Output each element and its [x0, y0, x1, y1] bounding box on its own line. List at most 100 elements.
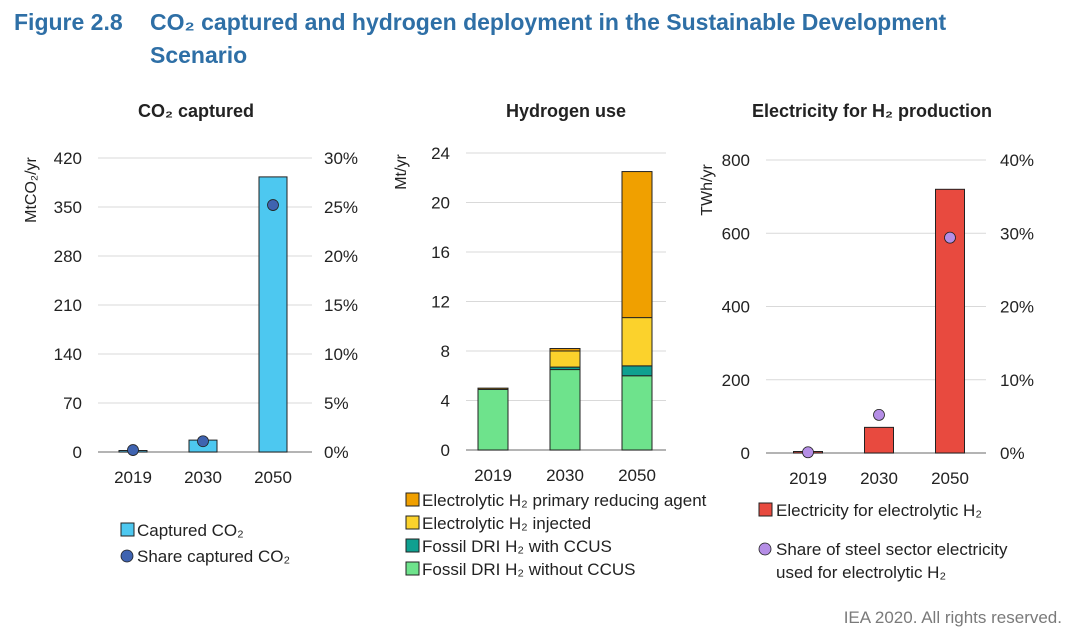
- y2-tick-0: 0%: [324, 443, 349, 462]
- y2-tick-30: 30%: [1000, 224, 1034, 243]
- x-ticks-co2: 2019 2030 2050: [114, 468, 292, 487]
- y-tick-400: 400: [722, 298, 750, 317]
- x-ticks-electricity: 2019 2030 2050: [789, 469, 969, 488]
- legend-label-primary: Electrolytic H₂ primary reducing agent: [422, 491, 707, 510]
- y-tick-0: 0: [441, 441, 450, 460]
- legend-swatch-electricity: [758, 502, 773, 517]
- panel-title-co2: CO₂ captured: [138, 101, 254, 121]
- y-tick-0: 0: [741, 444, 750, 463]
- marker-share-captured-co-2050: [267, 199, 279, 211]
- legend-swatch-primary: [405, 492, 420, 507]
- y2-ticks-co2: 0% 5% 10% 15% 20% 25% 30%: [324, 149, 358, 462]
- y2-tick-10: 10%: [324, 345, 358, 364]
- y-tick-600: 600: [722, 224, 750, 243]
- x-tick-2030: 2030: [184, 468, 222, 487]
- legend-label-electricity: Electricity for electrolytic H₂: [776, 501, 982, 520]
- y-tick-16: 16: [431, 243, 450, 262]
- x-tick-2050: 2050: [254, 468, 292, 487]
- credit-text: IEA 2020. All rights reserved.: [843, 608, 1062, 627]
- bar-electrolytic-h-primary-reducing-agent-2019: [477, 387, 509, 390]
- bar-electrolytic-h-primary-reducing-agent-2050: [621, 171, 653, 319]
- legend-swatch-no-ccus: [405, 561, 420, 576]
- y-axis-label-hydrogen: Mt/yr: [393, 154, 410, 190]
- marker-share-captured-co-2030: [197, 435, 209, 448]
- y-tick-140: 140: [54, 345, 82, 364]
- figure-title-line2: Scenario: [150, 42, 248, 68]
- x-tick-2050: 2050: [618, 466, 656, 485]
- y-tick-24: 24: [431, 144, 450, 163]
- marker-share-of-steel-sector-electricity-used-for-electrolytic-h-2050: [944, 231, 956, 244]
- bar-fossil-dri-h-without-ccus-2030: [549, 369, 581, 451]
- y2-tick-25: 25%: [324, 198, 358, 217]
- y2-tick-30: 30%: [324, 149, 358, 168]
- panel-co2-captured: CO₂ captured MtCO₂/yr 0 70 140 210 280 350 420…: [23, 101, 358, 566]
- markers-co2: [127, 199, 279, 456]
- y-tick-280: 280: [54, 247, 82, 266]
- legend-label-ccus: Fossil DRI H₂ with CCUS: [422, 537, 612, 556]
- figure-title: Figure 2.8 CO₂ captured and hydrogen depl…: [14, 6, 946, 72]
- marker-share-of-steel-sector-electricity-used-for-electrolytic-h-2030: [873, 409, 885, 421]
- legend-electricity: Electricity for electrolytic H₂ Share of…: [758, 501, 1012, 582]
- markers-electricity: [802, 231, 956, 459]
- x-tick-2030: 2030: [860, 469, 898, 488]
- y-tick-0: 0: [73, 443, 82, 462]
- bars-hydrogen: [477, 171, 653, 451]
- y-tick-70: 70: [63, 394, 82, 413]
- y2-tick-0: 0%: [1000, 444, 1025, 463]
- panel-electricity: Electricity for H₂ production TWh/yr 0 20…: [699, 101, 1034, 582]
- legend-co2: Captured CO₂ Share captured CO₂: [120, 521, 290, 566]
- y-tick-210: 210: [54, 296, 82, 315]
- x-tick-2019: 2019: [474, 466, 512, 485]
- bar-electricity-for-electrolytic-h-2030: [864, 426, 894, 454]
- y-ticks-co2: 0 70 140 210 280 350 420: [54, 149, 82, 462]
- y-tick-200: 200: [722, 371, 750, 390]
- bar-fossil-dri-h-without-ccus-2050: [621, 375, 653, 451]
- panel-title-electricity: Electricity for H₂ production: [752, 101, 992, 121]
- y-tick-4: 4: [441, 392, 450, 411]
- y2-tick-20: 20%: [324, 247, 358, 266]
- legend-label-captured: Captured CO₂: [137, 521, 244, 540]
- y-tick-350: 350: [54, 198, 82, 217]
- y-ticks-hydrogen: 0 4 8 12 16 20 24: [431, 144, 450, 460]
- bar-fossil-dri-h-with-ccus-2050: [621, 365, 653, 377]
- y-tick-12: 12: [431, 293, 450, 312]
- legend-hydrogen: Electrolytic H₂ primary reducing agent E…: [405, 491, 707, 579]
- y2-tick-15: 15%: [324, 296, 358, 315]
- x-tick-2019: 2019: [114, 468, 152, 487]
- x-ticks-hydrogen: 2019 2030 2050: [474, 466, 656, 485]
- legend-swatch-injected: [405, 515, 420, 530]
- figure-number: Figure 2.8: [14, 9, 123, 35]
- bar-electrolytic-h-primary-reducing-agent-2030: [549, 348, 581, 352]
- y-tick-420: 420: [54, 149, 82, 168]
- x-tick-2030: 2030: [546, 466, 584, 485]
- legend-label-no-ccus: Fossil DRI H₂ without CCUS: [422, 560, 635, 579]
- legend-marker-share: [120, 549, 134, 563]
- y2-tick-10: 10%: [1000, 371, 1034, 390]
- figure-title-line1: CO₂ captured and hydrogen deployment in …: [150, 9, 947, 35]
- legend-marker-steel-share: [758, 542, 772, 556]
- y-axis-label-electricity: TWh/yr: [699, 164, 716, 216]
- legend-label-share: Share captured CO₂: [137, 547, 290, 566]
- y2-ticks-electricity: 0% 10% 20% 30% 40%: [1000, 151, 1034, 463]
- legend-label-steel-share: Share of steel sector electricity used f…: [776, 540, 1012, 582]
- legend-label-injected: Electrolytic H₂ injected: [422, 514, 591, 533]
- y-tick-20: 20: [431, 194, 450, 213]
- y-ticks-electricity: 0 200 400 600 800: [722, 151, 750, 463]
- panel-title-hydrogen: Hydrogen use: [506, 101, 626, 121]
- y-tick-8: 8: [441, 342, 450, 361]
- y-tick-800: 800: [722, 151, 750, 170]
- x-tick-2019: 2019: [789, 469, 827, 488]
- legend-swatch-ccus: [405, 538, 420, 553]
- bar-electrolytic-h-injected-2050: [621, 317, 653, 367]
- marker-share-captured-co-2019: [127, 444, 139, 456]
- y2-tick-20: 20%: [1000, 298, 1034, 317]
- x-tick-2050: 2050: [931, 469, 969, 488]
- y2-tick-5: 5%: [324, 394, 349, 413]
- bar-electricity-for-electrolytic-h-2050: [935, 188, 965, 454]
- y-axis-label-co2: MtCO₂/yr: [23, 156, 40, 222]
- legend-swatch-captured: [120, 522, 135, 537]
- bars-co2: [118, 176, 288, 453]
- bar-fossil-dri-h-without-ccus-2019: [477, 388, 509, 451]
